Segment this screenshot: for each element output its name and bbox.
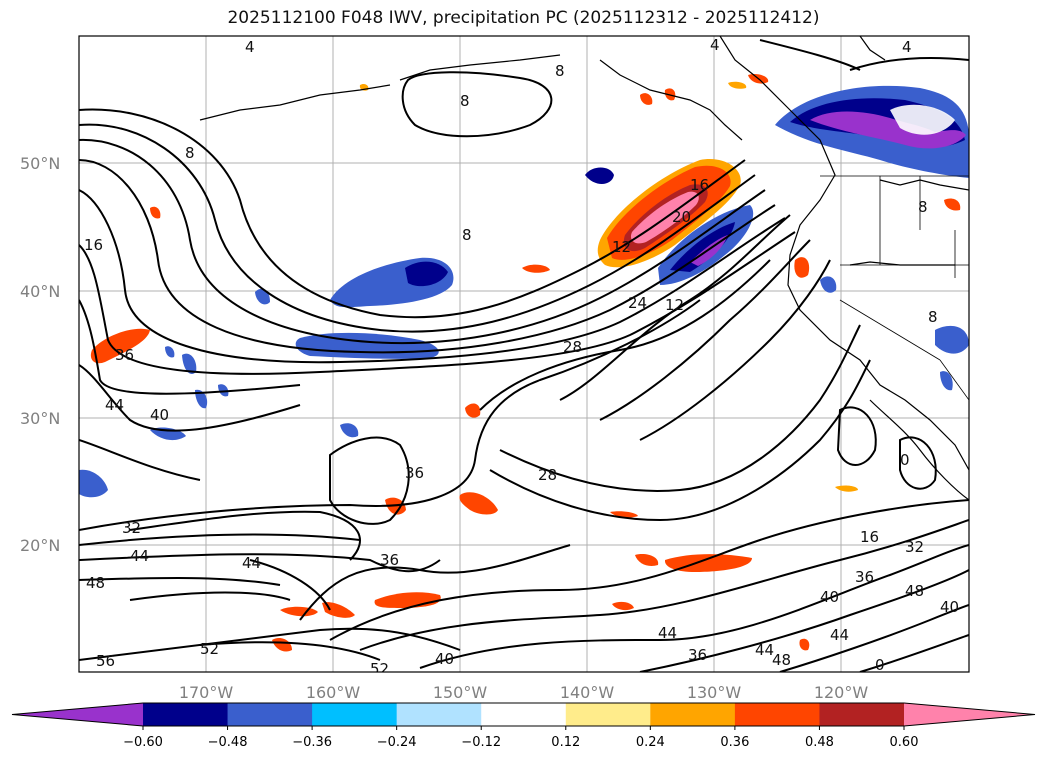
contour-label: 32 bbox=[122, 519, 141, 537]
colorbar-tick-label: −0.36 bbox=[292, 735, 332, 750]
contour-label: 56 bbox=[96, 652, 115, 670]
contour-label: 8 bbox=[555, 62, 565, 80]
contour-label: 4 bbox=[245, 38, 255, 56]
colorbar-tick-label: 0.60 bbox=[890, 735, 919, 750]
contour-label: 36 bbox=[115, 346, 134, 364]
contour-label: 44 bbox=[755, 641, 774, 659]
contour-label: 16 bbox=[860, 528, 879, 546]
lat-tick-label: 40°N bbox=[20, 282, 60, 301]
contour-label: 8 bbox=[928, 308, 938, 326]
map-title: 2025112100 F048 IWV, precipitation PC (2… bbox=[227, 8, 820, 28]
contour-label: 32 bbox=[905, 538, 924, 556]
contour-label: 44 bbox=[242, 554, 261, 572]
colorbar-tick-label: 0.36 bbox=[720, 735, 749, 750]
iwv-contours bbox=[79, 39, 969, 672]
lat-tick-labels: 20°N 30°N 40°N 50°N bbox=[20, 154, 60, 555]
contour-label: 52 bbox=[370, 660, 389, 678]
lon-tick-labels: 170°W 160°W 150°W 140°W 130°W 120°W bbox=[179, 683, 869, 702]
precip-negative-areas bbox=[79, 85, 969, 498]
lat-tick-label: 50°N bbox=[20, 154, 60, 173]
colorbar-extend-min bbox=[12, 703, 143, 726]
contour-label: 8 bbox=[185, 144, 195, 162]
colorbar-segment bbox=[481, 703, 567, 726]
contour-label: 24 bbox=[628, 294, 647, 312]
contour-label: 0 bbox=[900, 451, 910, 469]
colorbar-tick-label: −0.12 bbox=[461, 735, 501, 750]
contour-label: 48 bbox=[86, 574, 105, 592]
contour-label: 16 bbox=[84, 236, 103, 254]
colorbar-segment bbox=[819, 703, 905, 726]
colorbar-tick-label: 0.48 bbox=[805, 735, 834, 750]
contour-label: 40 bbox=[940, 598, 959, 616]
colorbar-segment bbox=[565, 703, 651, 726]
contour-label: 44 bbox=[830, 626, 849, 644]
colorbar-segment bbox=[143, 703, 229, 726]
lon-tick-label: 130°W bbox=[687, 683, 742, 702]
colorbar-segment bbox=[312, 703, 398, 726]
colorbar-tick-label: 0.12 bbox=[551, 735, 580, 750]
contour-label: 36 bbox=[405, 464, 424, 482]
lon-tick-label: 150°W bbox=[433, 683, 488, 702]
lat-tick-label: 20°N bbox=[20, 536, 60, 555]
colorbar-segment bbox=[396, 703, 482, 726]
contour-label: 36 bbox=[855, 568, 874, 586]
contour-label: 28 bbox=[538, 466, 557, 484]
map-frame bbox=[78, 35, 970, 673]
map-content: 4 4 8 8 8 8 16 12 16 20 24 28 12 36 44 4… bbox=[79, 36, 969, 678]
contour-label: 44 bbox=[105, 396, 124, 414]
colorbar-tick-label: −0.60 bbox=[123, 735, 163, 750]
contour-label: 8 bbox=[462, 226, 472, 244]
contour-label: 44 bbox=[130, 547, 149, 565]
contour-label: 0 bbox=[875, 656, 885, 674]
lon-tick-label: 120°W bbox=[814, 683, 869, 702]
contour-label: 52 bbox=[200, 640, 219, 658]
contour-label: 40 bbox=[150, 406, 169, 424]
contour-label: 36 bbox=[688, 646, 707, 664]
contour-label: 36 bbox=[380, 551, 399, 569]
contour-label: 4 bbox=[710, 36, 720, 54]
contour-label: 48 bbox=[905, 582, 924, 600]
lon-tick-label: 140°W bbox=[560, 683, 615, 702]
contour-label: 4 bbox=[902, 38, 912, 56]
borders bbox=[820, 175, 969, 401]
colorbar-tick-label: −0.48 bbox=[208, 735, 248, 750]
lon-tick-label: 170°W bbox=[179, 683, 234, 702]
contour-label: 8 bbox=[918, 198, 928, 216]
colorbar-segment bbox=[227, 703, 313, 726]
contour-label: 12 bbox=[612, 238, 631, 256]
contour-label: 40 bbox=[435, 650, 454, 668]
lat-tick-label: 30°N bbox=[20, 409, 60, 428]
colorbar-extend-max bbox=[904, 703, 1035, 726]
contour-label: 44 bbox=[658, 624, 677, 642]
contour-label: 20 bbox=[672, 208, 691, 226]
lon-tick-label: 160°W bbox=[306, 683, 361, 702]
contour-label: 8 bbox=[460, 92, 470, 110]
iwv-contour-label-group: 4 4 8 8 8 8 16 12 16 20 24 28 12 36 44 4… bbox=[84, 36, 959, 678]
colorbar-segment bbox=[650, 703, 736, 726]
contour-label: 40 bbox=[820, 588, 839, 606]
colorbar-segment bbox=[734, 703, 820, 726]
colorbar-tick-label: −0.24 bbox=[377, 735, 417, 750]
contour-label: 48 bbox=[772, 651, 791, 669]
contour-label: 12 bbox=[665, 296, 684, 314]
colorbar-tick-label: 0.24 bbox=[636, 735, 665, 750]
contour-label: 16 bbox=[690, 176, 709, 194]
contour-label: 28 bbox=[563, 338, 582, 356]
colorbar: −0.60 −0.48 −0.36 −0.24 −0.12 0.12 0.24 0.36 0.4… bbox=[11, 702, 1036, 750]
gridlines bbox=[79, 36, 969, 672]
